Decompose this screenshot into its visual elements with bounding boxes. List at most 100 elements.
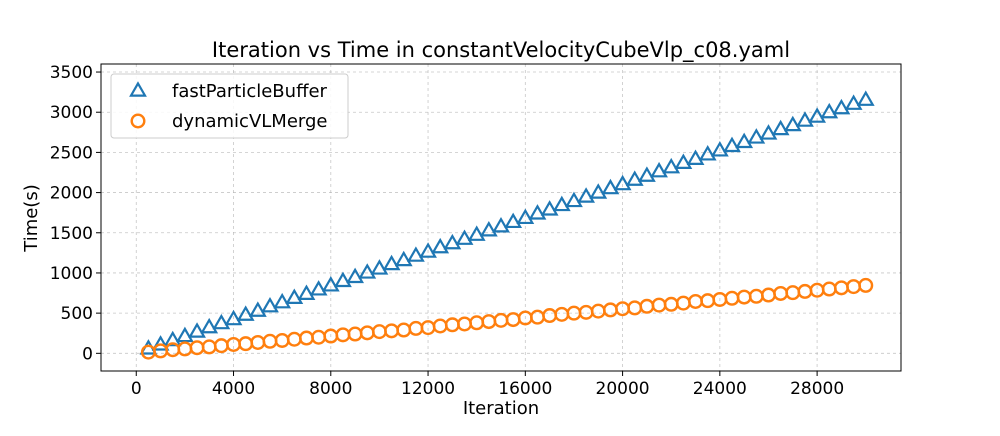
data-point <box>177 341 193 357</box>
data-point <box>663 296 679 312</box>
data-point <box>565 191 583 208</box>
data-point <box>213 338 229 354</box>
data-point <box>504 212 523 229</box>
y-tick-label: 3000 <box>50 103 93 123</box>
data-point <box>359 325 375 341</box>
data-point <box>457 316 473 332</box>
data-point <box>650 161 668 178</box>
y-tick-label: 2500 <box>50 143 93 163</box>
x-tick-label: 28000 <box>790 379 844 399</box>
plot-frame <box>100 63 902 372</box>
data-point <box>589 183 608 199</box>
legend-box <box>110 73 349 139</box>
data-point <box>797 283 813 299</box>
data-point <box>467 225 486 241</box>
data-point <box>224 309 243 326</box>
data-point <box>444 317 460 333</box>
data-point <box>236 305 255 321</box>
data-point <box>858 277 874 293</box>
data-point <box>493 312 509 328</box>
data-point <box>735 132 754 149</box>
x-tick-label: 4000 <box>212 379 255 399</box>
data-point <box>274 332 290 348</box>
data-point <box>309 280 328 296</box>
data-point <box>443 233 462 250</box>
data-point <box>358 263 377 279</box>
data-point <box>542 308 558 324</box>
legend-marker-circle <box>130 113 146 129</box>
ticks-layer: 0 4000 8000 12000 16000 20000 24000 28000 0 500 10… <box>50 63 844 399</box>
legend-entry-fastparticlebuffer: fastParticleBuffer <box>172 81 328 102</box>
data-point <box>321 276 340 292</box>
data-point <box>760 287 776 303</box>
data-point <box>262 333 278 349</box>
y-tick-label: 3500 <box>50 63 93 83</box>
data-point <box>771 119 790 136</box>
chart-title: Iteration vs Time in constantVelocityCub… <box>212 38 790 63</box>
legend-marker-triangle <box>129 81 147 97</box>
data-point <box>796 111 814 127</box>
series-fastParticleBuffer <box>139 90 875 355</box>
data-point <box>625 170 644 186</box>
data-point <box>432 318 448 334</box>
data-point <box>248 301 267 317</box>
data-point <box>469 315 485 331</box>
data-point <box>686 149 705 165</box>
data-point <box>832 98 851 115</box>
data-point <box>627 300 643 316</box>
data-point <box>747 128 766 144</box>
data-point <box>431 237 450 254</box>
data-point <box>833 280 849 296</box>
x-tick-label: 0 <box>131 379 142 399</box>
data-point <box>674 153 693 169</box>
data-point <box>153 343 169 359</box>
data-point <box>651 297 667 313</box>
data-point <box>285 288 304 304</box>
data-point <box>151 335 170 351</box>
data-point <box>783 115 802 132</box>
data-point <box>529 309 545 325</box>
data-point <box>370 259 389 275</box>
data-point <box>163 330 182 347</box>
data-point <box>773 285 789 301</box>
series-dynamicVLMerge <box>140 277 874 360</box>
data-point <box>311 329 327 345</box>
y-tick-label: 0 <box>82 344 93 364</box>
data-point <box>700 293 716 309</box>
data-point <box>334 271 352 288</box>
data-point <box>540 200 559 216</box>
data-point <box>201 339 217 355</box>
legend-entry-dynamicvlmerge: dynamicVLMerge <box>172 111 327 132</box>
data-point <box>821 281 837 297</box>
data-point <box>394 250 413 267</box>
legend: fastParticleBuffer dynamicVLMerge <box>110 73 349 139</box>
data-point <box>396 322 412 338</box>
data-point <box>846 279 862 295</box>
data-point <box>408 320 424 336</box>
data-point <box>406 246 425 262</box>
data-point <box>505 312 521 328</box>
data-point <box>698 145 717 161</box>
data-point <box>516 208 535 225</box>
data-point <box>297 284 316 300</box>
x-tick-label: 20000 <box>596 379 650 399</box>
data-point <box>844 94 863 110</box>
y-tick-label: 500 <box>61 304 93 324</box>
x-tick-label: 8000 <box>309 379 352 399</box>
data-point <box>479 221 498 237</box>
data-point <box>455 229 474 245</box>
y-axis-label: Time(s) <box>21 184 42 252</box>
data-point <box>273 292 292 309</box>
x-tick-label: 12000 <box>401 379 455 399</box>
data-point <box>637 166 656 182</box>
data-point <box>578 304 594 320</box>
data-point <box>212 313 231 330</box>
data-point <box>552 195 571 212</box>
x-tick-label: 16000 <box>498 379 552 399</box>
data-point <box>759 124 778 140</box>
data-point <box>347 326 363 342</box>
y-tick-label: 1000 <box>50 264 93 284</box>
y-tick-label: 1500 <box>50 224 93 244</box>
data-point <box>346 267 365 284</box>
